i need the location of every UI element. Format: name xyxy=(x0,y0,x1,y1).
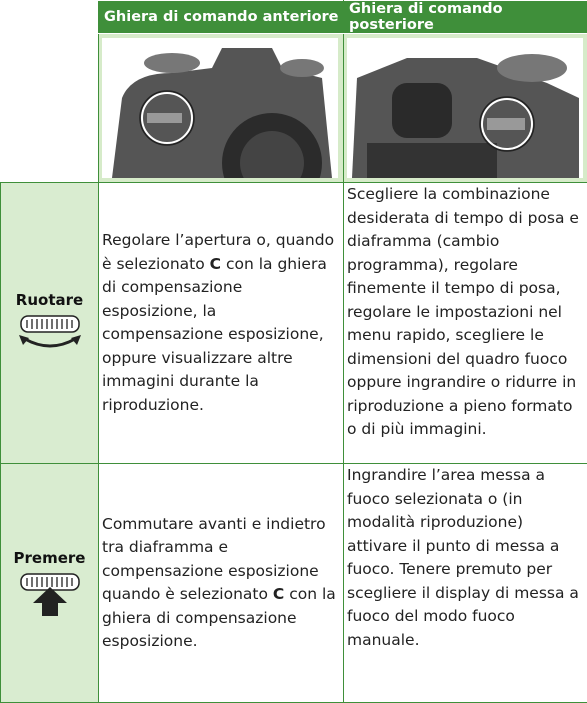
front-dial-text: Regolare l’apertura o, quando è selezion… xyxy=(99,183,344,464)
row-label: Premere xyxy=(1,549,98,567)
corner xyxy=(1,1,99,34)
press-icon xyxy=(15,571,85,617)
camera-illustration xyxy=(102,38,338,178)
row-label-cell: Ruotare xyxy=(1,183,99,464)
camera-rear-image xyxy=(344,34,587,183)
camera-illustration xyxy=(347,38,583,178)
column-header: Ghiera di comando posteriore xyxy=(344,1,587,34)
rear-dial-text: Ingrandire l’area messa a fuoco selezion… xyxy=(344,464,587,703)
corner xyxy=(1,34,99,183)
row-label-cell: Premere xyxy=(1,464,99,703)
camera-front-image xyxy=(99,34,344,183)
c-symbol: C xyxy=(273,585,284,603)
front-dial-text: Commutare avanti e indietro tra diaframm… xyxy=(99,464,344,703)
column-header: Ghiera di comando anteriore xyxy=(99,1,344,34)
rotate-icon xyxy=(15,313,85,355)
rear-dial-text: Scegliere la combinazione desiderata di … xyxy=(344,183,587,464)
row-label: Ruotare xyxy=(1,291,98,309)
text: con la ghiera di compensazione esposizio… xyxy=(102,255,327,414)
c-symbol: C xyxy=(210,255,221,273)
